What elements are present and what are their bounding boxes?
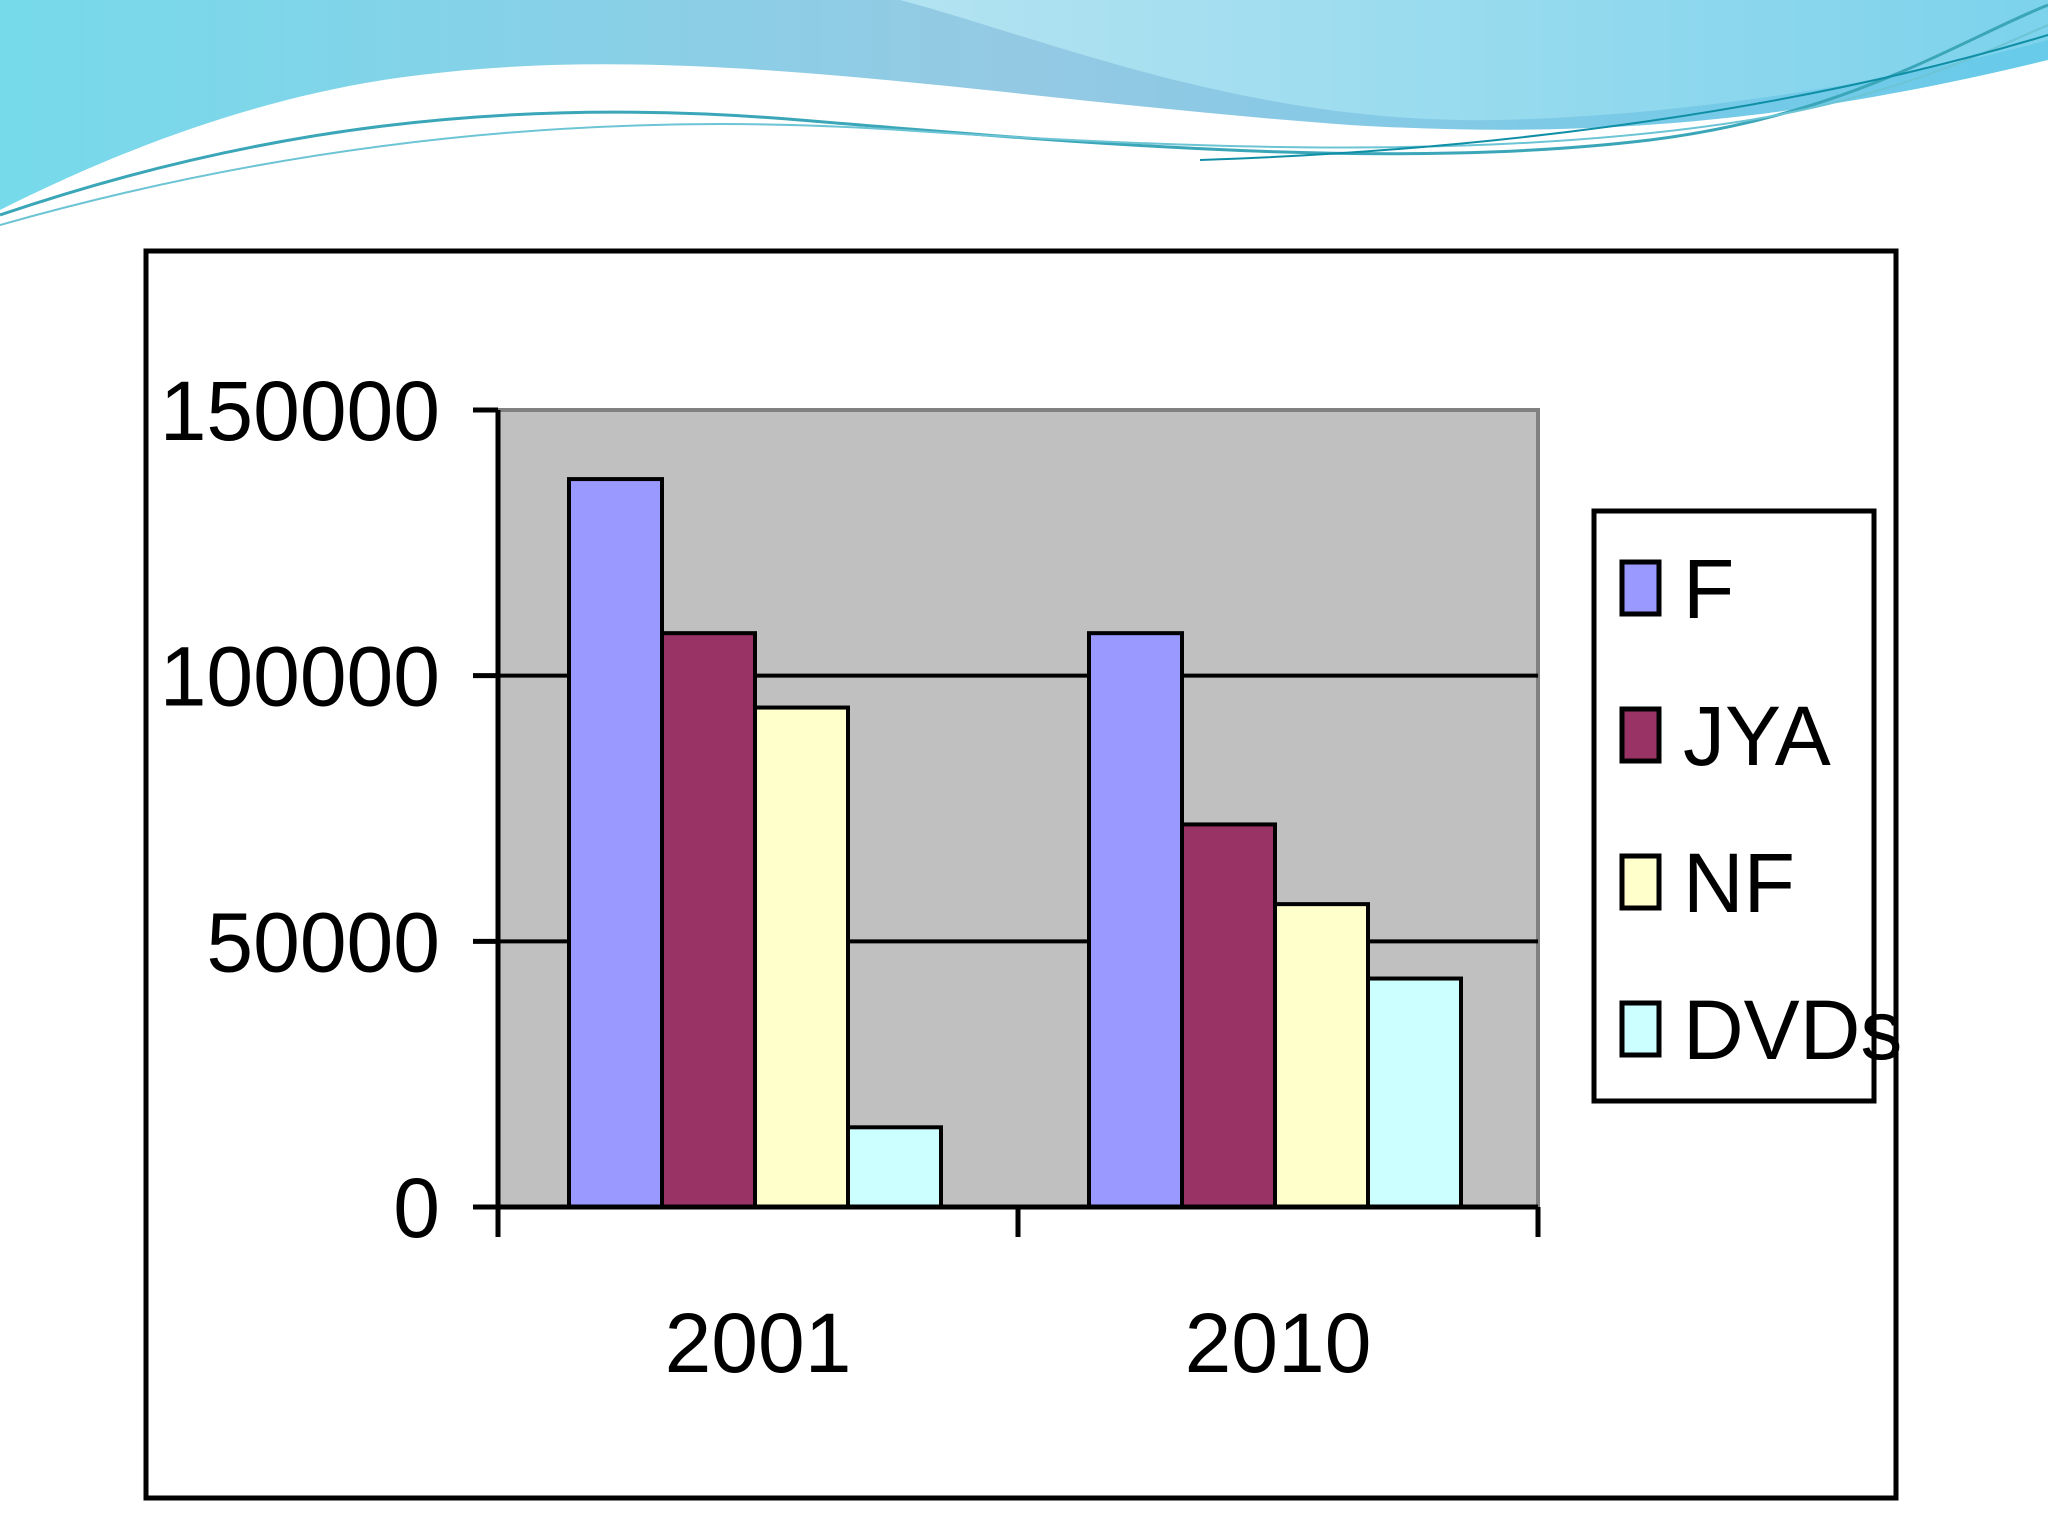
legend: F JYA NF DVDs xyxy=(1591,508,1902,1104)
bars xyxy=(567,477,1463,1210)
x-tick-labels: 2001 2010 xyxy=(665,1296,1372,1390)
y-tick-label: 50000 xyxy=(206,895,440,989)
legend-swatch-f xyxy=(1619,559,1662,617)
x-tick-label: 2001 xyxy=(665,1296,852,1390)
wave-banner xyxy=(0,0,2048,226)
legend-swatch-nf xyxy=(1619,853,1662,911)
bar-f-2001 xyxy=(567,477,664,1210)
y-tick-label: 150000 xyxy=(160,364,440,458)
legend-label-jya: JYA xyxy=(1683,689,1831,783)
bar-jya-2010 xyxy=(1180,822,1277,1209)
legend-label-dvds: DVDs xyxy=(1683,983,1902,1077)
x-tick-label: 2010 xyxy=(1185,1296,1372,1390)
axes xyxy=(473,407,1541,1237)
bar-f-2010 xyxy=(1087,631,1184,1209)
legend-label-f: F xyxy=(1683,542,1734,636)
bar-jya-2001 xyxy=(660,631,757,1209)
y-tick-label: 0 xyxy=(393,1161,440,1255)
bar-dvds-2001 xyxy=(846,1125,943,1210)
legend-label-nf: NF xyxy=(1683,836,1795,930)
bar-nf-2001 xyxy=(753,705,850,1210)
bar-dvds-2010 xyxy=(1366,976,1463,1209)
legend-swatch-jya xyxy=(1619,706,1662,764)
legend-swatch-dvds xyxy=(1619,1000,1662,1058)
y-tick-label: 100000 xyxy=(160,630,440,724)
bar-nf-2010 xyxy=(1273,902,1370,1209)
y-tick-labels: 0 50000 100000 150000 xyxy=(160,364,440,1255)
